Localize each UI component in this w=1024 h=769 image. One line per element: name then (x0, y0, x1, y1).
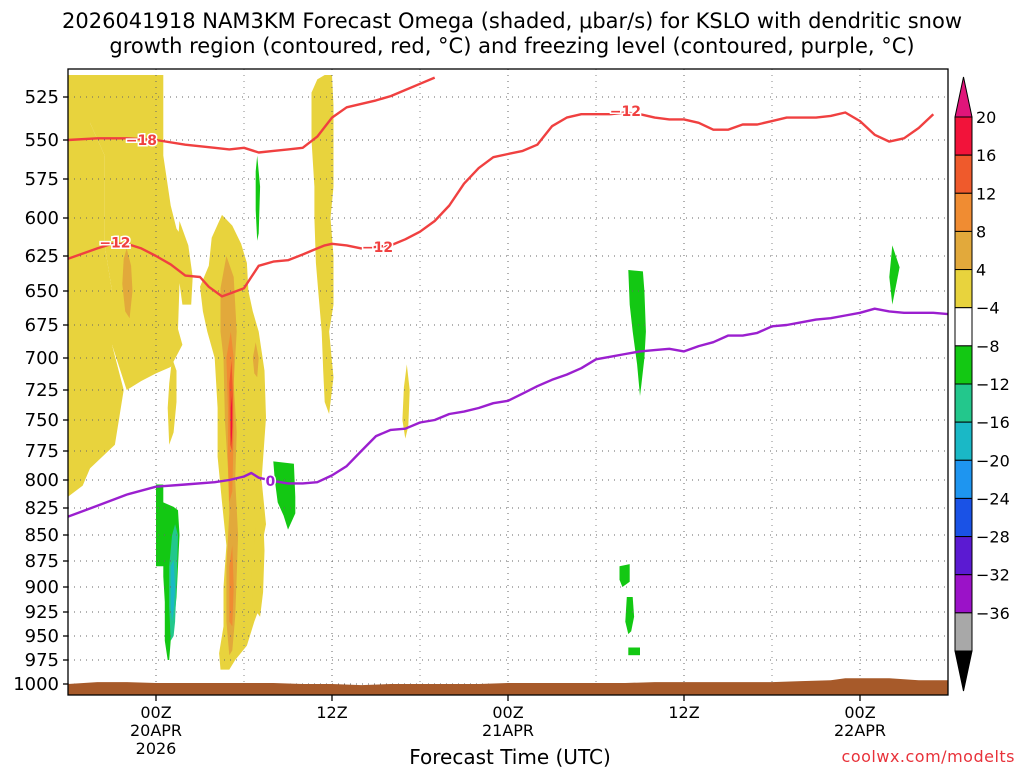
omega-region-24 (170, 560, 176, 622)
x-axis-title: Forecast Time (UTC) (409, 745, 611, 769)
colorbar-label: −20 (976, 451, 1010, 470)
contour-labels: −18 −12 −12 −12 0 (98, 102, 643, 491)
omega-region-1 (90, 75, 190, 390)
credit-text: coolwx.com/modelts (841, 747, 1015, 766)
colorbar-label: 12 (976, 184, 996, 203)
x-tick-label: 12Z (668, 703, 699, 722)
contour-label-1: −12 (99, 235, 130, 251)
y-tick-label: 1000 (13, 674, 59, 695)
y-tick-label: 650 (25, 281, 59, 302)
colorbar-swatch (954, 230, 973, 271)
x-tick-label: 00Z (492, 703, 523, 722)
chart-title-line-2: growth region (contoured, red, °C) and f… (109, 34, 915, 58)
y-tick-label: 675 (25, 315, 59, 336)
y-tick-label: 600 (25, 208, 59, 229)
colorbar-label: 20 (976, 108, 996, 127)
y-tick-label: 850 (25, 525, 59, 546)
contour-line-2 (68, 307, 948, 518)
omega-region-17 (273, 461, 296, 530)
grid-lines (67, 69, 949, 695)
omega-region-21 (628, 647, 640, 656)
colorbar-swatch (954, 192, 973, 232)
omega-region-8 (122, 248, 133, 319)
colorbar-label: −32 (976, 566, 1010, 585)
x-tick-label: 2026 (136, 739, 177, 758)
contour-label-4: 0 (266, 474, 276, 490)
omega-region-3 (311, 75, 334, 414)
colorbar-label: −12 (976, 375, 1010, 394)
terrain-fill (68, 678, 948, 695)
y-tick-label: 575 (25, 169, 59, 190)
omega-region-19 (619, 564, 630, 587)
colorbar-swatch (954, 383, 973, 423)
omega-region-6 (251, 513, 265, 617)
omega-region-12 (229, 545, 234, 627)
colorbar-label: −24 (976, 489, 1010, 508)
colorbar-swatch (954, 154, 973, 194)
x-tick-label: 20APR (130, 721, 182, 740)
contour-line-1 (68, 111, 935, 298)
y-tick-label: 875 (25, 551, 59, 572)
colorbar-label: −36 (976, 604, 1010, 623)
chart-title-line-1: 2026041918 NAM3KM Forecast Omega (shaded… (62, 9, 962, 33)
omega-shading (68, 75, 900, 670)
omega-region-7 (176, 221, 193, 305)
colorbar-label: 8 (976, 222, 986, 241)
colorbar-label: −4 (976, 299, 1000, 318)
terrain (68, 678, 948, 695)
x-tick-label: 22APR (834, 721, 886, 740)
y-tick-label: 725 (25, 380, 59, 401)
colorbar-label: 4 (976, 261, 986, 280)
contour-lines (68, 76, 948, 518)
colorbar-swatch (954, 612, 973, 652)
colorbar-swatch (954, 345, 973, 385)
contour-label-3: −12 (610, 104, 641, 120)
y-tick-label: 900 (25, 577, 59, 598)
y-tick-label: 775 (25, 441, 59, 462)
omega-region-4 (167, 358, 177, 445)
colorbar-swatch (954, 459, 973, 499)
contour-line-0 (68, 76, 436, 154)
omega-region-20 (625, 597, 635, 635)
omega-region-16 (255, 155, 261, 241)
y-tick-label: 950 (25, 626, 59, 647)
omega-region-18 (628, 270, 646, 396)
y-tick-label: 750 (25, 410, 59, 431)
colorbar-swatch (954, 574, 973, 614)
colorbar-swatch (954, 116, 973, 156)
y-tick-label: 550 (25, 130, 59, 151)
x-tick-label: 21APR (482, 721, 534, 740)
y-tick-label: 825 (25, 498, 59, 519)
colorbar-label: −8 (976, 337, 1000, 356)
colorbar-label: 16 (976, 146, 996, 165)
y-tick-label: 700 (25, 348, 59, 369)
y-tick-label: 525 (25, 87, 59, 108)
colorbar-swatch (954, 497, 973, 538)
colorbar-swatch (954, 307, 973, 347)
colorbar-label: −16 (976, 413, 1010, 432)
omega-region-0 (68, 75, 124, 497)
x-tick-label: 12Z (316, 703, 347, 722)
colorbar-top-arrow (954, 76, 973, 118)
y-tick-label: 800 (25, 470, 59, 491)
colorbar-bottom-arrow (954, 650, 973, 692)
contour-label-0: −18 (126, 133, 157, 149)
contour-label-2: −12 (362, 240, 393, 256)
colorbar: 20 16 12 8 4 −4 −8 −12 −16 −20 −24 −28 −32 −36 (954, 76, 1010, 692)
omega-region-10 (252, 342, 259, 378)
colorbar-swatch (954, 269, 973, 309)
colorbar-swatch (954, 536, 973, 576)
y-tick-label: 975 (25, 650, 59, 671)
y-axis: 525 550 575 600 625 650 675 700 725 750 775 800 825 8… (13, 87, 68, 695)
y-tick-label: 625 (25, 246, 59, 267)
colorbar-swatch (954, 421, 973, 461)
colorbar-label: −28 (976, 528, 1010, 547)
omega-region-22 (889, 245, 900, 305)
y-tick-label: 925 (25, 602, 59, 623)
x-tick-label: 00Z (844, 703, 875, 722)
omega-region-14 (230, 396, 233, 445)
x-tick-label: 00Z (140, 703, 171, 722)
